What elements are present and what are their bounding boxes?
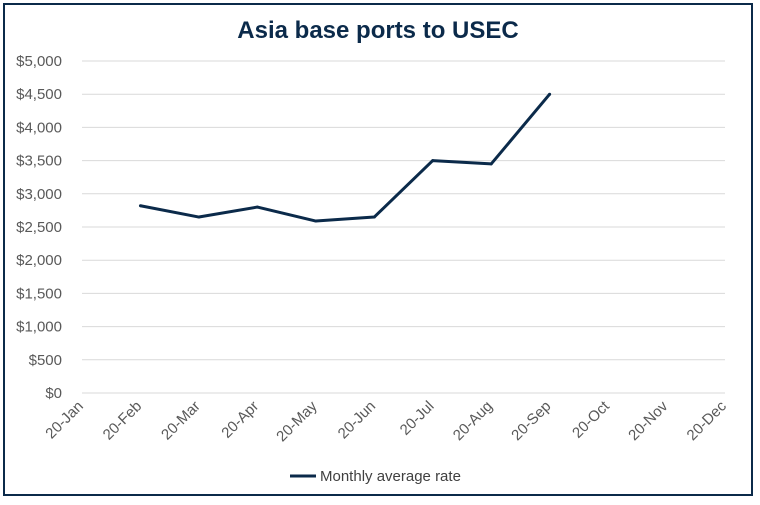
y-tick-label: $1,500 xyxy=(16,285,62,302)
y-tick-label: $4,500 xyxy=(16,86,62,103)
x-tick-label: 20-Oct xyxy=(569,397,613,441)
x-tick-label: 20-Feb xyxy=(100,398,146,444)
x-tick-label: 20-Aug xyxy=(450,398,496,444)
x-tick-label: 20-Jul xyxy=(397,398,438,439)
x-axis-ticks: 20-Jan 20-Feb 20-Mar 20-Apr 20-May 20-Jun 20-J… xyxy=(42,397,730,445)
x-tick-label: 20-Jun xyxy=(335,398,379,442)
y-tick-label: $4,000 xyxy=(16,119,62,136)
series-lines xyxy=(138,92,552,223)
y-tick-label: $1,000 xyxy=(16,319,62,336)
x-tick-label: 20-Jan xyxy=(42,398,86,442)
y-tick-label: $0 xyxy=(45,385,62,402)
legend: Monthly average rate xyxy=(290,468,461,485)
series-line xyxy=(140,93,551,223)
x-tick-label: 20-Mar xyxy=(158,398,204,444)
data-point xyxy=(255,205,259,209)
x-tick-label: 20-May xyxy=(273,397,321,445)
y-axis-ticks: $0 $500 $1,000 $1,500 $2,000 $2,500 $3,000 $3,5… xyxy=(16,53,62,402)
data-point xyxy=(138,204,142,208)
y-tick-label: $2,000 xyxy=(16,252,62,269)
x-tick-label: 20-Apr xyxy=(218,398,262,442)
y-tick-label: $3,500 xyxy=(16,153,62,170)
data-point xyxy=(314,219,318,223)
x-tick-label: 20-Nov xyxy=(625,397,672,444)
legend-label: Monthly average rate xyxy=(320,468,461,485)
gridlines xyxy=(82,60,725,394)
y-tick-label: $2,500 xyxy=(16,219,62,236)
data-point xyxy=(489,162,493,166)
y-tick-label: $5,000 xyxy=(16,53,62,70)
chart-frame xyxy=(3,3,753,496)
y-tick-label: $3,000 xyxy=(16,186,62,203)
data-point xyxy=(197,215,201,219)
data-point xyxy=(372,215,376,219)
chart-title: Asia base ports to USEC xyxy=(237,17,518,44)
y-tick-label: $500 xyxy=(29,352,62,369)
x-tick-label: 20-Sep xyxy=(508,398,554,444)
data-point xyxy=(548,92,552,96)
x-tick-label: 20-Dec xyxy=(684,397,731,444)
data-point xyxy=(431,159,435,163)
